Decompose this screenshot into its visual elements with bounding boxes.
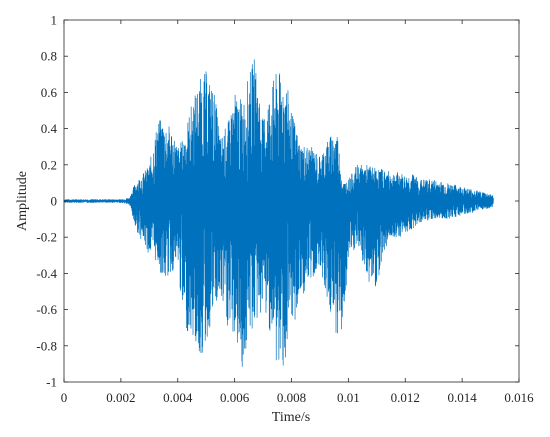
y-tick-label: 1 bbox=[51, 13, 58, 28]
y-tick-label: -0.6 bbox=[36, 302, 57, 317]
x-tick-label: 0.006 bbox=[220, 390, 250, 405]
y-tick-label: -1 bbox=[46, 375, 57, 390]
y-tick-label: 0.8 bbox=[41, 49, 57, 64]
x-tick-label: 0.012 bbox=[391, 390, 420, 405]
y-tick-label: 0.6 bbox=[41, 85, 58, 100]
y-tick-label: -0.2 bbox=[36, 230, 57, 245]
x-tick-label: 0.004 bbox=[163, 390, 193, 405]
y-axis-label: Amplitude bbox=[15, 171, 30, 231]
x-tick-label: 0.016 bbox=[504, 390, 534, 405]
waveform-line bbox=[63, 59, 494, 367]
x-tick-label: 0.002 bbox=[106, 390, 135, 405]
y-tick-label: 0 bbox=[51, 194, 58, 209]
x-tick-label: 0.014 bbox=[448, 390, 478, 405]
y-axis-ticks: -1 -0.8 -0.6 -0.4 -0.2 0 0.2 0.4 0.6 0.8 1 bbox=[36, 13, 519, 390]
y-tick-label: -0.4 bbox=[36, 266, 57, 281]
waveform-series bbox=[63, 59, 494, 367]
y-tick-label: 0.4 bbox=[41, 121, 58, 136]
x-axis-ticks: 0 0.002 0.004 0.006 0.008 0.01 0.012 0.014 0.016 bbox=[61, 20, 534, 405]
y-tick-label: -0.8 bbox=[36, 338, 57, 353]
x-tick-label: 0 bbox=[61, 390, 68, 405]
x-tick-label: 0.01 bbox=[337, 390, 360, 405]
x-tick-label: 0.008 bbox=[277, 390, 306, 405]
x-axis-label: Time/s bbox=[272, 410, 310, 425]
y-tick-label: 0.2 bbox=[41, 157, 57, 172]
